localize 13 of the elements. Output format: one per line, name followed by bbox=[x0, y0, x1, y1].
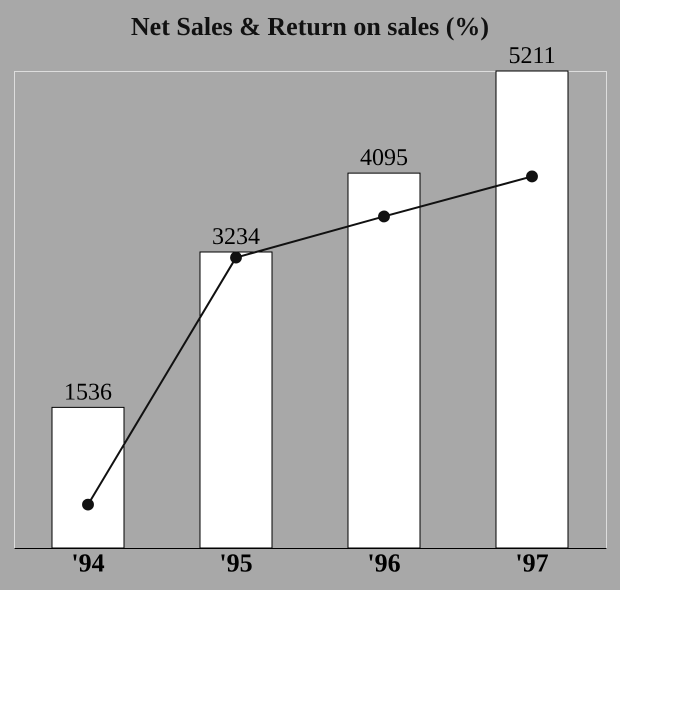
point bbox=[378, 210, 390, 222]
data-label: 5211 bbox=[508, 43, 556, 69]
data-label: 4095 bbox=[360, 145, 408, 172]
point bbox=[230, 252, 242, 264]
data-label: 1536 bbox=[64, 379, 112, 406]
x-tick-label: '94 bbox=[71, 548, 105, 578]
point bbox=[526, 170, 538, 182]
point bbox=[82, 498, 94, 511]
chart-title: Net Sales & Return on sales (%) bbox=[130, 12, 490, 41]
x-tick-label: '96 bbox=[367, 548, 401, 578]
data-label: 3234 bbox=[212, 224, 260, 250]
x-tick-label: '97 bbox=[515, 548, 549, 578]
x-tick-label: '95 bbox=[219, 548, 253, 578]
